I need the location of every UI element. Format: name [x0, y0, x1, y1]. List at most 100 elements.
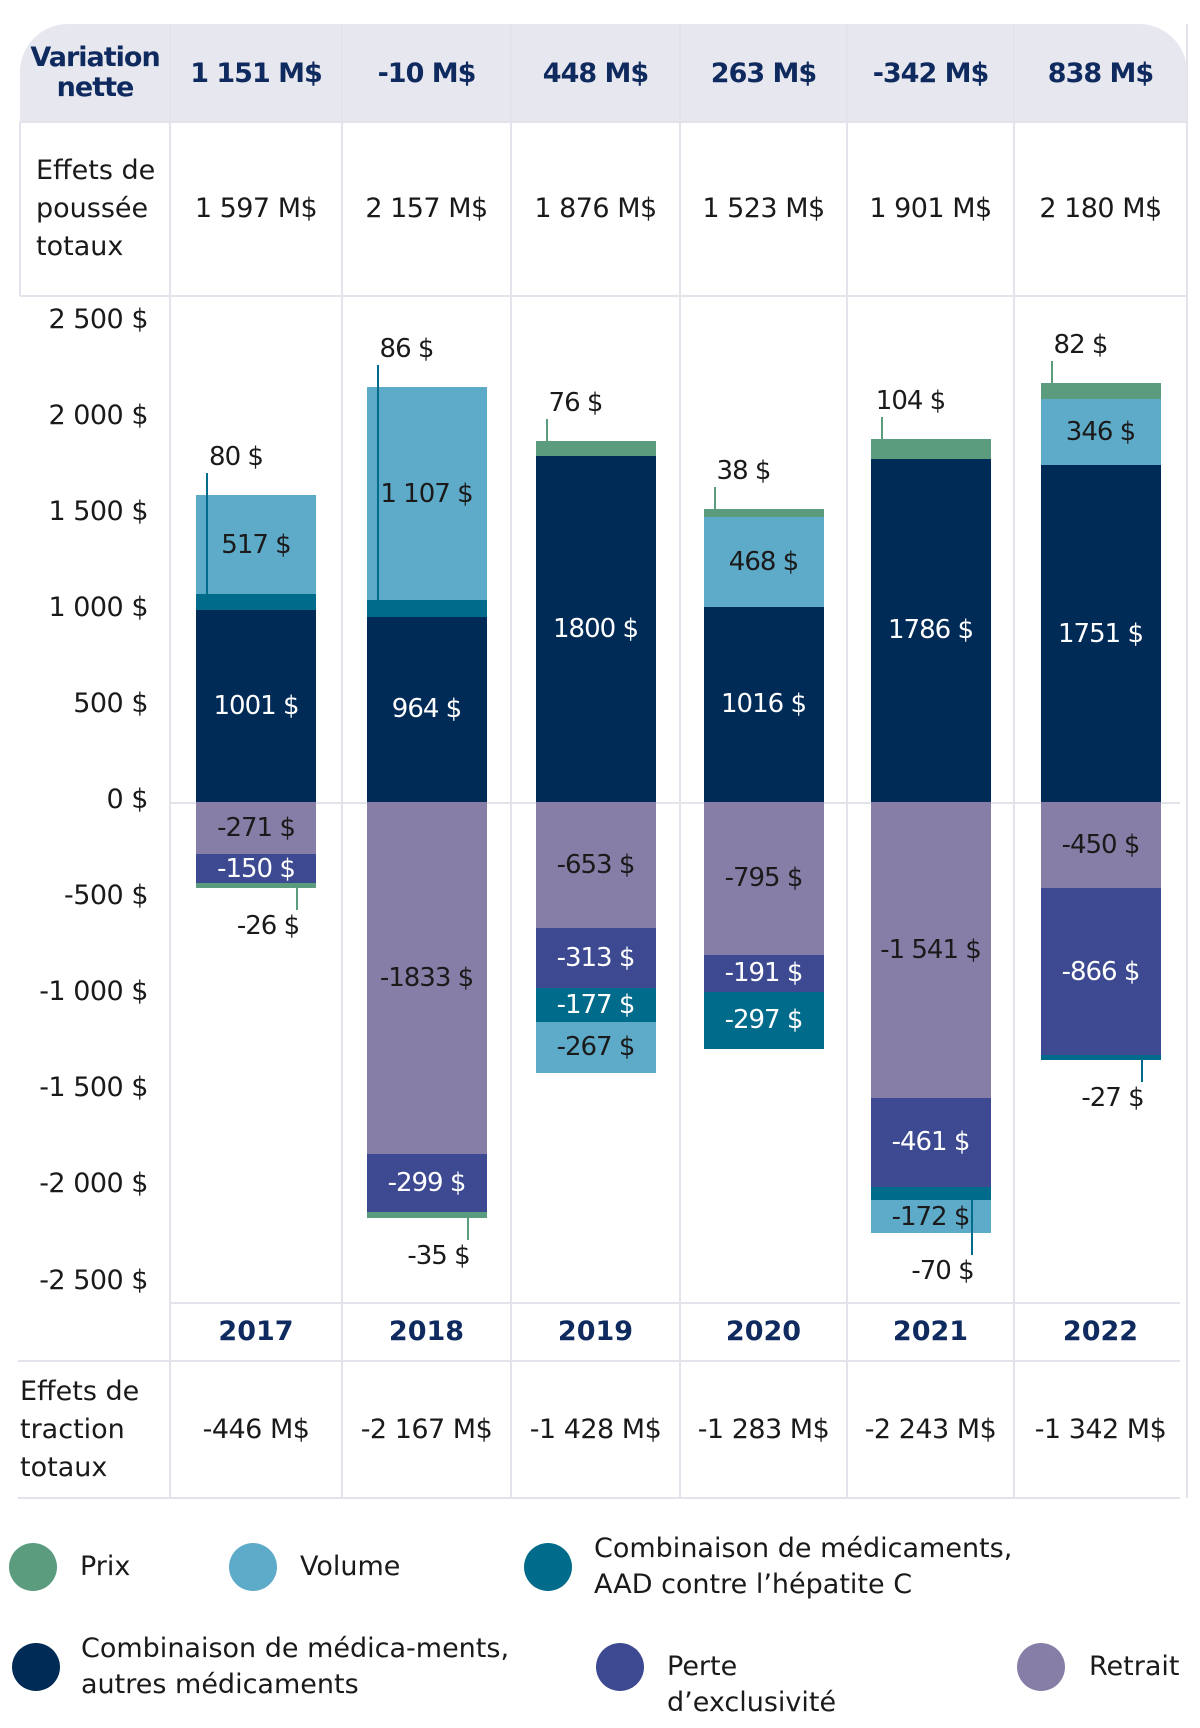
data-label: 346 $ [1065, 417, 1136, 448]
bar-segment-prix [366, 1211, 487, 1219]
push-effects-value: 2 157 M$ [365, 193, 488, 224]
y-tick-label: 2 500 $ [48, 303, 148, 335]
bar-segment-volume [366, 387, 487, 601]
x-tick-label: 2020 [725, 1315, 802, 1347]
bar-segment-aad [366, 600, 487, 617]
data-label: 517 $ [221, 529, 291, 560]
data-label: 1016 $ [721, 689, 807, 720]
data-label: 76 $ [548, 388, 604, 419]
legend-label-volume: Volume [300, 1551, 401, 1582]
column-divider [341, 24, 343, 1498]
leader-line [970, 1200, 973, 1256]
data-label: 82 $ [1053, 330, 1109, 361]
push-effects-value: 1 597 M$ [194, 193, 318, 224]
bar-segment-perte [196, 854, 316, 883]
bar-segment-retrait [703, 802, 824, 955]
net-change-value: -342 M$ [872, 57, 990, 89]
bar-segment-perte [703, 954, 824, 992]
y-tick-label: -2 500 $ [39, 1264, 148, 1296]
y-tick-label: -2 000 $ [39, 1168, 148, 1200]
bar-segment-aad [703, 991, 824, 1049]
legend-swatch-prix [9, 1543, 57, 1591]
data-label: 104 $ [875, 385, 946, 416]
data-label: 1 107 $ [380, 478, 473, 509]
legend-swatch-volume [229, 1543, 277, 1591]
pull-effects-value: -1 283 M$ [697, 1413, 830, 1445]
push-effects-value: 1 523 M$ [702, 193, 825, 224]
net-change-value: 263 M$ [710, 57, 817, 89]
column-divider [679, 24, 681, 1498]
data-label: 80 $ [209, 441, 264, 472]
data-label: -150 $ [217, 853, 296, 884]
bar-segment-volume [1040, 398, 1161, 466]
data-label: -297 $ [724, 1005, 804, 1036]
data-label: -27 $ [1081, 1083, 1144, 1114]
data-label: -271 $ [217, 813, 296, 844]
data-label: 964 $ [391, 694, 462, 725]
net-change-value: 1 151 M$ [190, 57, 323, 89]
bar-segment-volume [703, 516, 824, 607]
x-tick-label: 2018 [388, 1315, 465, 1347]
y-tick-label: -1 500 $ [39, 1072, 148, 1104]
y-tick-label: 0 $ [106, 784, 149, 815]
bar-segment-aad [1040, 1054, 1161, 1061]
x-tick-label: 2019 [557, 1315, 634, 1347]
zero-line [170, 802, 1180, 804]
data-label: -177 $ [556, 989, 636, 1020]
bar-segment-prix [703, 509, 824, 517]
bar-segment-aad [196, 594, 316, 610]
bar-segment-retrait [1040, 802, 1161, 889]
leader-line [466, 1218, 469, 1241]
data-label: -1 541 $ [880, 935, 982, 966]
bar-segment-volume [535, 1021, 656, 1073]
pull-effects-row-label: Effets de traction totaux [20, 1375, 140, 1483]
leader-line [713, 487, 716, 512]
data-label: -191 $ [724, 958, 804, 989]
column-divider [846, 24, 848, 1498]
pull-effects-value: -1 428 M$ [529, 1413, 662, 1445]
data-label: -313 $ [556, 942, 636, 973]
y-tick-label: 500 $ [73, 687, 148, 719]
y-tick-label: 1 000 $ [48, 591, 148, 623]
net-change-value: 448 M$ [542, 57, 649, 89]
net-change-header-row [20, 24, 1187, 122]
data-label: -26 $ [236, 910, 300, 941]
legend-swatch-retrait [1017, 1643, 1065, 1691]
bar-segment-autres [366, 616, 487, 802]
bar-segment-perte [366, 1154, 487, 1212]
legend-label-autres: Combinaison de médica-ments, autres médi… [81, 1633, 510, 1700]
data-label: 1800 $ [553, 614, 639, 645]
pull-effects-value: -446 M$ [202, 1413, 310, 1445]
bar-segment-prix [535, 441, 656, 457]
leader-line [376, 365, 379, 603]
y-tick-label: 1 500 $ [48, 495, 148, 527]
bar-segment-retrait [535, 802, 656, 928]
net-change-row-label: Variation nette [30, 42, 160, 103]
y-tick-label: 2 000 $ [48, 399, 148, 431]
bar-segment-retrait [870, 802, 991, 1099]
legend-swatch-autres [12, 1643, 60, 1691]
legend-label-prix: Prix [80, 1551, 131, 1582]
bar-segment-aad [870, 1186, 991, 1201]
data-label: -450 $ [1061, 830, 1141, 861]
row-divider [170, 1302, 1180, 1304]
data-label: -172 $ [891, 1201, 971, 1232]
column-divider [1186, 24, 1188, 1498]
data-label: 468 $ [728, 546, 799, 577]
pull-effects-value: -2 167 M$ [360, 1413, 493, 1445]
bar-segment-retrait [366, 802, 487, 1155]
legend-label-perte: Perte d’exclusivité [667, 1651, 837, 1718]
bar-segment-autres [703, 606, 824, 802]
row-divider [20, 295, 1187, 297]
data-label: 1786 $ [888, 615, 974, 646]
x-tick-label: 2022 [1062, 1315, 1139, 1347]
leader-line [296, 887, 298, 910]
bar-segment-autres [1040, 465, 1161, 802]
table-left-border [19, 122, 21, 296]
bar-segment-aad [535, 987, 656, 1022]
leader-line [206, 472, 208, 597]
row-divider [18, 1497, 1180, 1499]
data-label: -35 $ [407, 1241, 470, 1272]
bar-segment-autres [535, 456, 656, 802]
